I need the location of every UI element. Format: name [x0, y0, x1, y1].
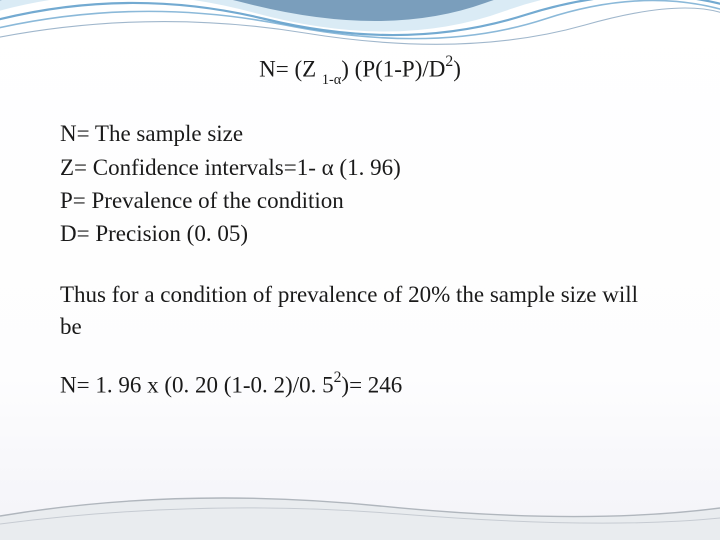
formula-prefix: N= (Z — [259, 57, 322, 82]
calc-prefix: N= 1. 96 x (0. 20 (1-0. 2)/0. 5 — [60, 373, 334, 398]
def-p: P= Prevalence of the condition — [60, 184, 660, 217]
formula-sup: 2 — [445, 53, 453, 70]
def-z: Z= Confidence intervals=1- α (1. 96) — [60, 151, 660, 184]
calc-suffix: )= 246 — [341, 373, 402, 398]
slide-content: N= (Z 1-α) (P(1-P)/D2) N= The sample siz… — [60, 55, 660, 399]
definitions-block: N= The sample size Z= Confidence interva… — [60, 117, 660, 250]
formula-suffix: ) — [453, 57, 461, 82]
bottom-swoosh-decoration — [0, 470, 720, 540]
def-d: D= Precision (0. 05) — [60, 217, 660, 250]
def-n: N= The sample size — [60, 117, 660, 150]
formula-mid: ) (P(1-P)/D — [341, 57, 445, 82]
calculation-line: N= 1. 96 x (0. 20 (1-0. 2)/0. 52)= 246 — [60, 371, 660, 399]
thus-text: Thus for a condition of prevalence of 20… — [60, 279, 660, 343]
calc-sup: 2 — [334, 369, 342, 386]
formula-line: N= (Z 1-α) (P(1-P)/D2) — [60, 55, 660, 87]
formula-subscript: 1-α — [322, 72, 341, 88]
